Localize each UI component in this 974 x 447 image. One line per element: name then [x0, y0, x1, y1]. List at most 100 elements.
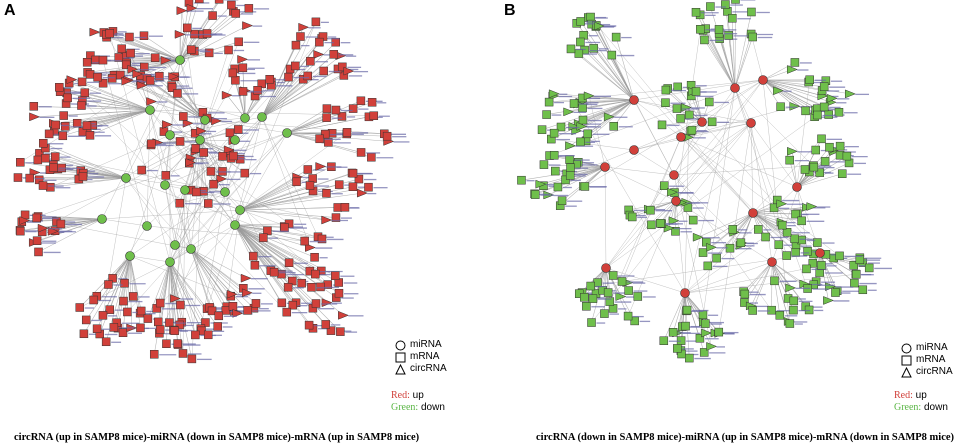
mrna-node	[782, 251, 791, 260]
edge	[37, 218, 103, 241]
mrna-node	[731, 0, 740, 4]
mrna-node	[803, 247, 812, 256]
mrna-node	[754, 225, 763, 234]
mrna-node	[238, 63, 248, 73]
edge	[697, 212, 754, 238]
circrna-node	[789, 101, 801, 111]
edge	[286, 115, 374, 134]
edge	[750, 122, 754, 214]
edge	[234, 224, 312, 288]
edge	[190, 248, 220, 316]
nodes	[517, 0, 892, 363]
mrna-node	[549, 150, 559, 160]
edge	[190, 248, 227, 311]
mrna-node	[300, 236, 309, 246]
mrna-node	[85, 131, 95, 140]
edge	[165, 60, 206, 121]
mrna-node	[155, 71, 164, 81]
mrna-node	[175, 198, 184, 208]
edge	[605, 267, 686, 294]
edge	[184, 36, 324, 191]
mrna-node	[322, 104, 332, 113]
edge	[580, 21, 635, 101]
mrna-node	[145, 76, 155, 85]
mrna-node	[588, 294, 598, 303]
mrna-node	[611, 32, 621, 42]
mrna-node	[51, 120, 60, 130]
mrna-node	[92, 324, 102, 333]
mrna-node	[118, 328, 128, 337]
mirna-node	[186, 244, 196, 254]
mrna-node	[837, 169, 847, 178]
edge	[752, 206, 812, 214]
mrna-node	[561, 175, 570, 185]
circrna-node	[593, 21, 605, 31]
edge	[153, 261, 171, 355]
edge	[129, 134, 171, 257]
edge	[169, 261, 208, 309]
edge	[771, 261, 791, 324]
mrna-node	[369, 111, 379, 120]
mrna-node	[322, 188, 331, 198]
edge	[169, 261, 206, 323]
edge	[239, 192, 363, 211]
edge	[762, 79, 795, 107]
mrna-node	[782, 228, 792, 237]
mrna-node	[776, 102, 785, 111]
edge	[609, 136, 682, 302]
mrna-node	[801, 106, 810, 116]
mrna-node	[214, 0, 224, 4]
mrna-node	[728, 225, 737, 234]
mrna-node	[704, 97, 714, 107]
legend-item-mrna: mRNA	[395, 351, 447, 363]
mrna-node	[240, 168, 250, 178]
mrna-node	[284, 72, 293, 82]
edge	[729, 212, 754, 249]
circrna-node	[826, 93, 838, 103]
circrna-node	[315, 162, 327, 171]
mrna-node	[147, 139, 156, 149]
circrna-node	[844, 89, 856, 99]
mrna-node	[817, 261, 826, 270]
mrna-node	[140, 62, 149, 72]
mirna-node	[758, 75, 768, 85]
shape-legend: miRNA mRNA circRNA	[901, 342, 953, 378]
mirna-node	[195, 135, 205, 145]
mrna-node	[155, 325, 165, 334]
square-icon	[395, 352, 406, 362]
mrna-node	[580, 293, 589, 302]
mrna-node	[706, 2, 715, 11]
circrna-node	[121, 76, 133, 86]
mrna-node	[785, 155, 794, 165]
color-legend: Red: up Green: down	[894, 390, 948, 414]
mirna-node	[175, 55, 185, 65]
mirna-node	[629, 145, 639, 155]
mrna-node	[136, 306, 146, 316]
edge	[684, 292, 705, 353]
mrna-node	[707, 117, 717, 127]
mrna-node	[329, 50, 338, 59]
edge	[590, 16, 754, 214]
legend-key: Red:	[391, 390, 410, 401]
network-graph	[517, 0, 892, 363]
mirna-node	[220, 187, 230, 197]
mrna-node	[251, 299, 261, 308]
edge	[190, 248, 213, 311]
circrna-node	[174, 29, 186, 39]
mrna-node	[672, 104, 682, 113]
mrna-node	[808, 259, 818, 268]
mrna-node	[280, 223, 289, 232]
mrna-node	[269, 267, 279, 277]
edge	[190, 248, 255, 309]
mrna-node	[190, 29, 199, 39]
edge	[175, 189, 186, 299]
mirna-node	[676, 132, 686, 142]
mrna-node	[336, 327, 345, 336]
mrna-node	[72, 118, 82, 128]
edge	[584, 49, 635, 101]
mrna-node	[687, 125, 697, 135]
circrna-node	[37, 223, 49, 233]
edge	[164, 184, 176, 246]
mrna-node	[187, 45, 196, 54]
mrna-node	[517, 175, 526, 185]
